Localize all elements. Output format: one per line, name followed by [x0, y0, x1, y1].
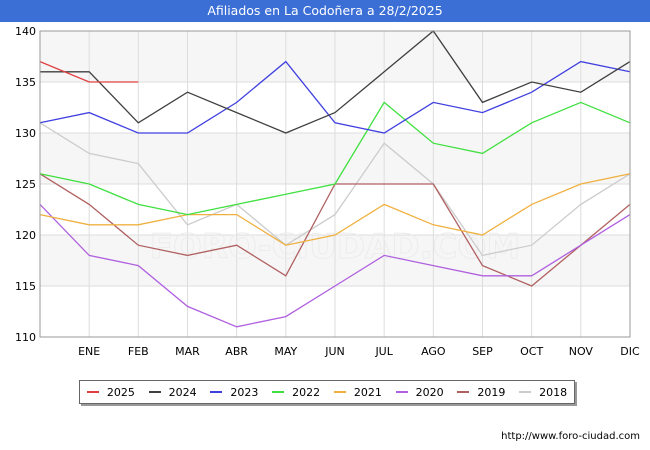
legend-label: 2021 — [353, 385, 382, 399]
legend-label: 2022 — [292, 385, 321, 399]
legend-swatch — [457, 391, 470, 393]
y-tick-label: 125 — [15, 178, 36, 191]
y-tick-label: 110 — [15, 331, 36, 344]
series-line-2020 — [39, 203, 631, 328]
x-tick-label: NOV — [569, 345, 594, 358]
series-line-2025 — [39, 60, 139, 83]
source-link[interactable]: http://www.foro-ciudad.com — [501, 431, 640, 442]
legend-swatch — [148, 391, 161, 393]
x-tick-label: JUL — [374, 345, 393, 358]
legend-item-2021: 2021 — [333, 385, 382, 399]
legend-item-2019: 2019 — [457, 386, 505, 399]
x-tick-label: OCT — [520, 345, 543, 358]
y-tick-label: 135 — [15, 76, 36, 89]
legend-swatch — [86, 391, 99, 393]
plot-frame — [39, 30, 631, 338]
chart-title: Afiliados en La Codoñera a 28/2/2025 — [0, 0, 650, 22]
y-tick-label: 115 — [15, 280, 36, 293]
legend-item-2025: 2025 — [86, 385, 135, 399]
chart-legend: 2025 2024 2023 2022 2021 2020 2019 2018 — [79, 380, 575, 404]
x-tick-label: SEP — [472, 345, 493, 358]
legend-item-2018: 2018 — [519, 386, 567, 399]
legend-label: 2020 — [415, 385, 444, 399]
legend-label: 2019 — [477, 385, 506, 399]
legend-label: 2018 — [539, 385, 568, 399]
x-tick-label: ENE — [78, 345, 100, 358]
legend-swatch — [519, 391, 532, 393]
legend-swatch — [272, 391, 285, 393]
y-tick-label: 140 — [15, 25, 36, 38]
series-line-2023 — [39, 60, 631, 134]
legend-item-2020: 2020 — [395, 385, 444, 399]
legend-item-2022: 2022 — [272, 386, 320, 399]
series-line-2018 — [39, 122, 631, 257]
legend-swatch — [395, 391, 408, 393]
y-tick-label: 130 — [15, 127, 36, 140]
legend-label: 2024 — [168, 385, 197, 399]
legend-label: 2025 — [106, 385, 135, 399]
series-line-2024 — [40, 30, 631, 134]
x-tick-label: AGO — [421, 345, 446, 358]
x-tick-label: MAY — [274, 345, 297, 358]
series-line-2021 — [39, 173, 631, 246]
legend-item-2024: 2024 — [148, 385, 197, 399]
line-chart: 110 115 120 125 130 135 140 ENE FEB MAR ABR MAY JUN J… — [15, 25, 640, 358]
legend-label: 2023 — [230, 385, 259, 399]
legend-swatch — [333, 391, 346, 393]
legend-item-2023: 2023 — [210, 386, 258, 399]
series-line-2022 — [39, 101, 631, 216]
x-tick-label: JUN — [324, 345, 345, 358]
legend-swatch — [210, 391, 223, 393]
x-tick-label: ABR — [225, 345, 248, 358]
x-tick-label: DIC — [620, 345, 640, 358]
y-tick-label: 120 — [15, 229, 36, 242]
x-tick-label: MAR — [175, 345, 200, 358]
x-tick-label: FEB — [128, 345, 149, 358]
watermark: FORO-CIUDAD.COM — [150, 227, 521, 267]
